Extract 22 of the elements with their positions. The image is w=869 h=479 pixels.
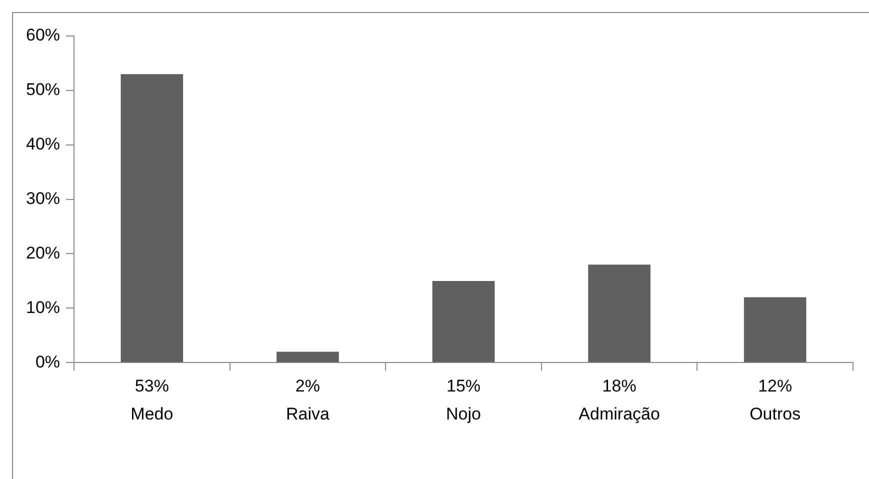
data-label: 2% <box>295 376 320 396</box>
x-tick-label: Admiração <box>578 404 660 424</box>
bar <box>432 280 495 362</box>
data-label: 15% <box>446 376 481 396</box>
y-tick-label: 0% <box>35 352 60 372</box>
y-tick-label: 40% <box>26 134 60 154</box>
data-label: 12% <box>758 376 792 396</box>
x-tick-label: Medo <box>130 404 174 424</box>
x-tick-label: Raiva <box>286 404 330 424</box>
y-tick-label: 20% <box>26 243 60 262</box>
y-tick-label: 50% <box>26 80 60 100</box>
y-tick-label: 60% <box>26 26 60 45</box>
x-tick-label: Nojo <box>446 404 481 424</box>
y-tick-label: 10% <box>26 298 60 317</box>
y-tick-label: 30% <box>26 188 60 208</box>
bar <box>276 352 339 362</box>
bar <box>120 74 184 362</box>
x-tick-label: Outros <box>750 404 801 424</box>
bar <box>588 264 650 362</box>
data-label: 53% <box>134 376 169 396</box>
bar <box>744 297 806 362</box>
data-label: 18% <box>602 376 636 396</box>
